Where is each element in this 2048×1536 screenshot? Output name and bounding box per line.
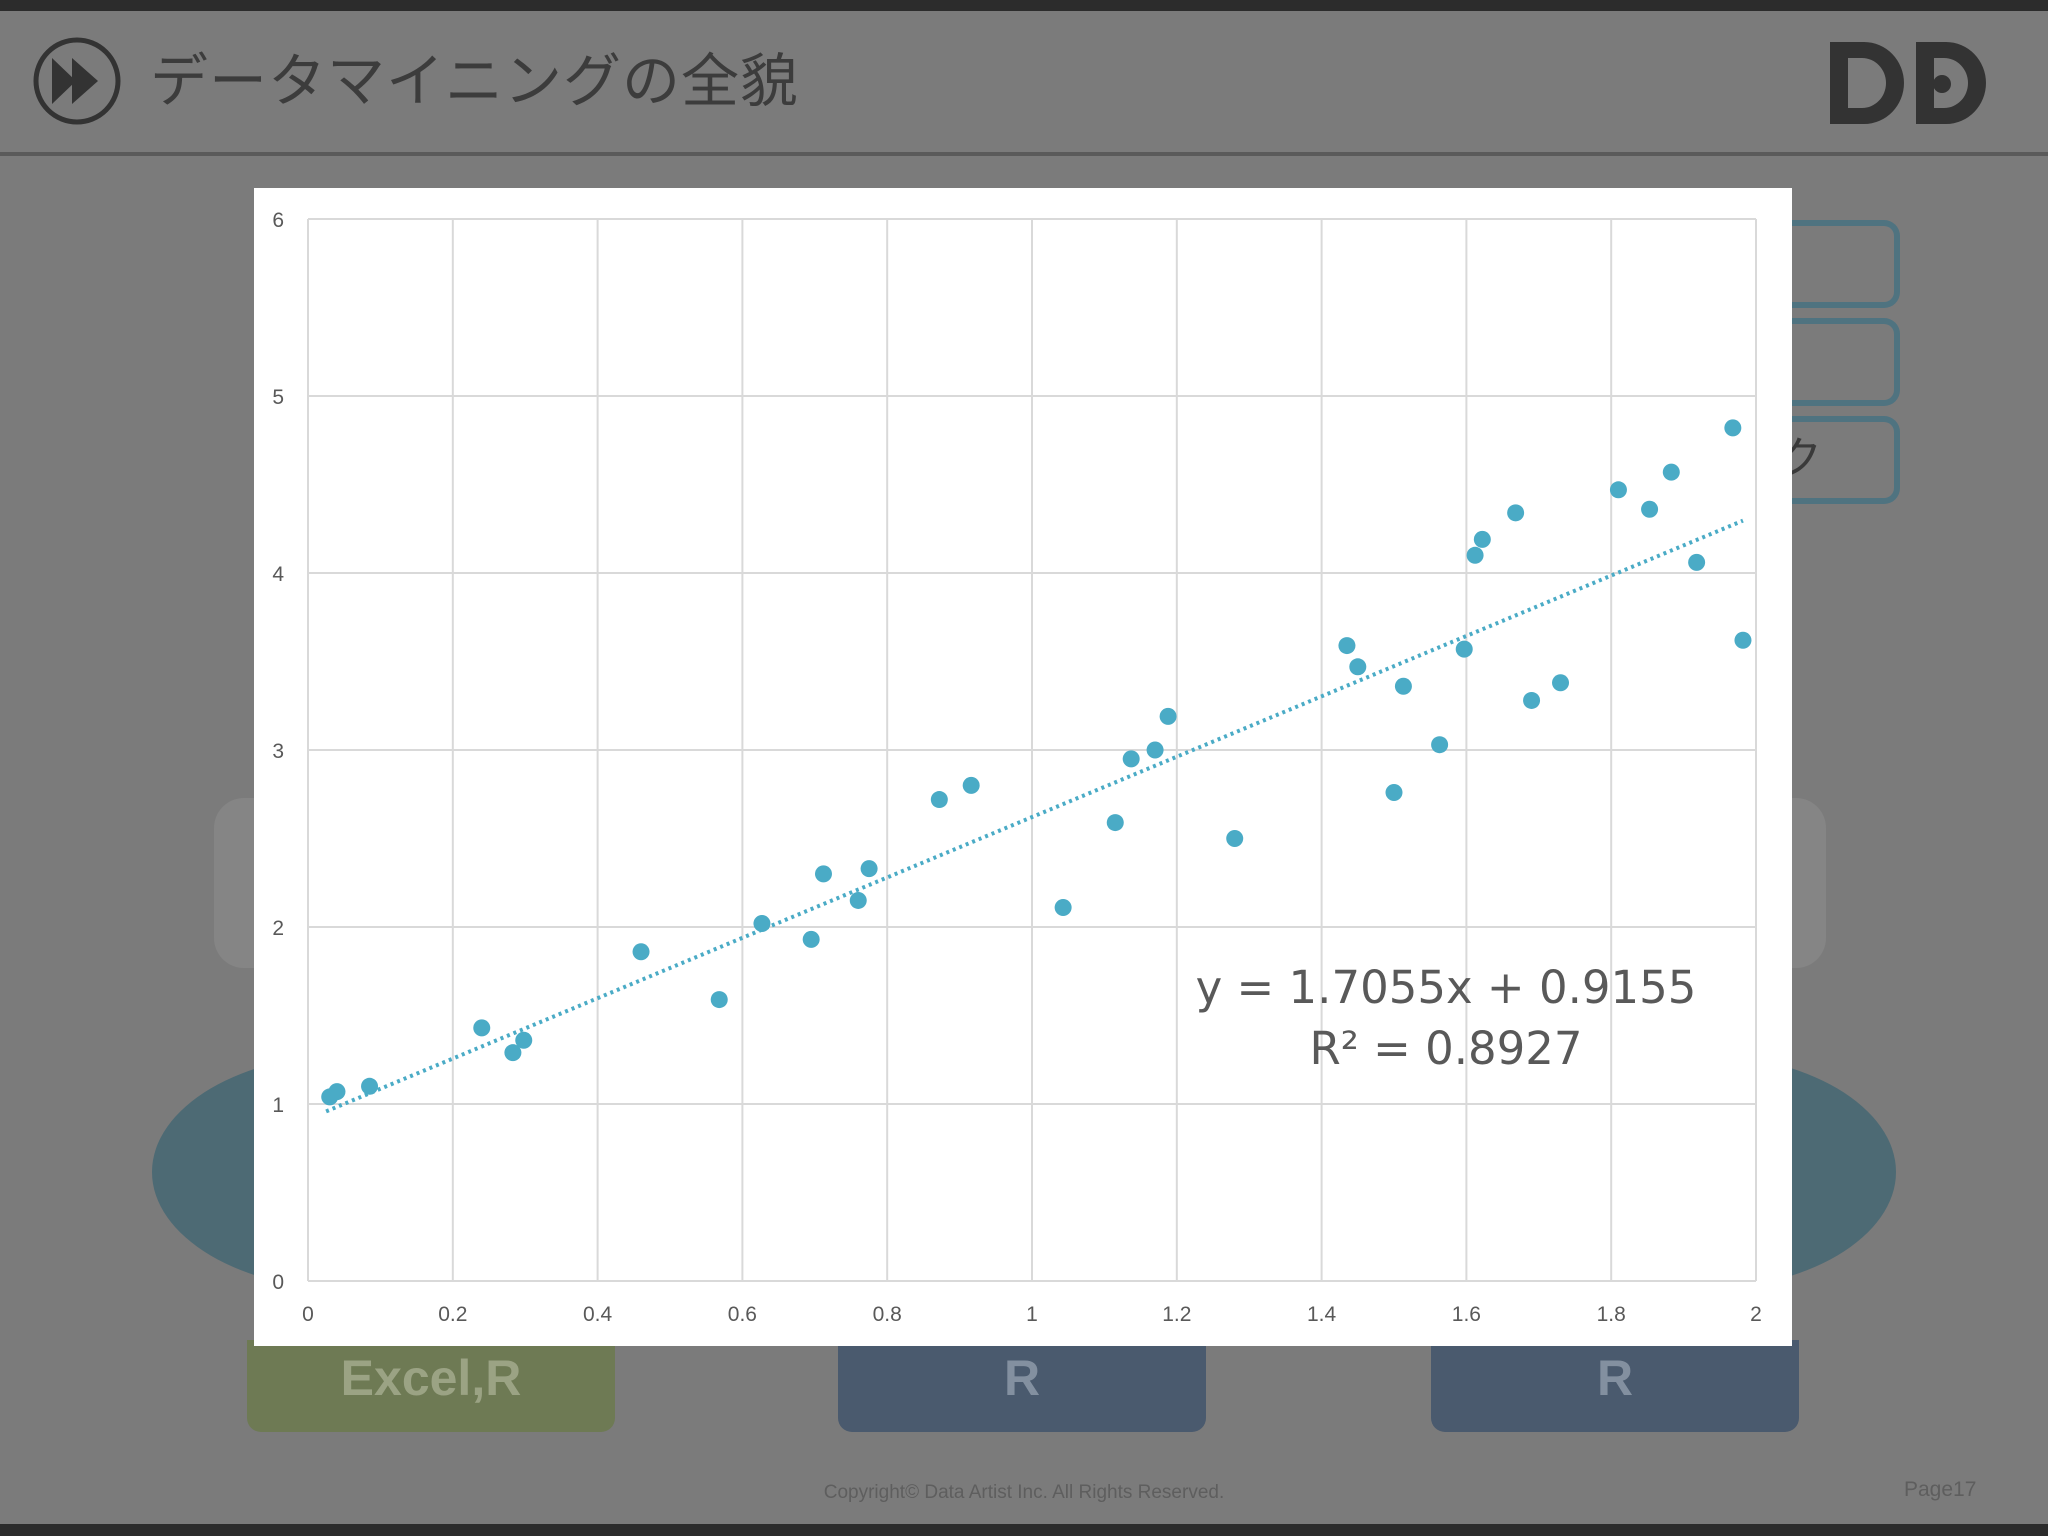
scatter-point [753,914,771,932]
side-box-3 [1760,416,1900,504]
x-tick-label: 2 [1750,1303,1762,1326]
scatter-chart: 0 0.2 0.4 0.6 0.8 1 1.2 1.4 1.6 1.8 2 0 1 2 3 4 5 6 y = 1… [272,209,1762,1326]
x-tick-label: 1 [1026,1303,1038,1326]
bottom-frame-bar [0,1524,2048,1536]
label-r-1-text: R [1003,1350,1041,1406]
scatter-point [328,1083,346,1101]
label-r-2-text: R [1596,1350,1634,1406]
label-r-2: R [1431,1340,1799,1432]
data-points [321,419,1752,1106]
scatter-point [1523,691,1541,709]
scatter-point [515,1031,533,1049]
scatter-point [860,860,878,878]
scatter-point [802,930,820,948]
copyright-text: Copyright© Data Artist Inc. All Rights R… [823,1482,1225,1503]
scatter-point [1226,830,1244,847]
company-logo [1830,42,1986,124]
scatter-point [962,776,980,794]
y-tick-label: 5 [272,386,284,409]
scatter-point [1455,640,1473,658]
x-tick-label: 1.2 [1162,1303,1191,1326]
grid-lines [307,218,1757,1282]
page-number: Page17 [1904,1478,1977,1501]
scatter-point [1734,631,1752,649]
trendline-r-squared: R² = 0.8927 [1309,1022,1582,1075]
scatter-point [1609,481,1627,499]
y-tick-label: 0 [272,1271,284,1294]
side-box-2 [1760,318,1900,406]
scatter-point [1641,500,1659,518]
x-tick-label: 1.6 [1452,1303,1481,1326]
scatter-point [849,891,867,909]
y-tick-label: 2 [272,917,284,940]
scatter-point [1552,674,1570,692]
y-tick-label: 4 [272,563,284,586]
scatter-point [1122,750,1140,768]
forward-arrow-icon [33,37,121,125]
trendline-equation: y = 1.7055x + 0.9155 [1196,961,1697,1014]
scatter-point [1431,736,1449,754]
scatter-point [1473,530,1491,548]
x-tick-label: 0.6 [728,1303,757,1326]
scatter-point [930,791,948,809]
scatter-point [1662,463,1680,481]
side-box-1 [1760,220,1900,308]
scatter-chart-panel: 0 0.2 0.4 0.6 0.8 1 1.2 1.4 1.6 1.8 2 0 1 2 3 4 5 6 y = 1… [254,188,1792,1346]
x-tick-label: 0.4 [583,1303,613,1326]
scatter-point [1507,504,1525,522]
scatter-point [1159,707,1177,725]
label-r-1: R [838,1340,1206,1432]
x-tick-label: 0.8 [873,1303,902,1326]
header-divider [0,152,2048,156]
x-tick-label: 1.8 [1597,1303,1626,1326]
label-excel-r: Excel,R [247,1340,615,1432]
scatter-point [1688,553,1706,571]
y-tick-label: 3 [272,740,284,763]
scatter-point [632,943,650,961]
x-tick-label: 0.2 [438,1303,467,1326]
scatter-point [1466,546,1484,564]
page-title: データマイニングの全貌 [150,47,800,115]
scatter-point [1338,637,1356,655]
scatter-point [1385,783,1403,801]
top-frame-bar [0,0,2048,11]
scatter-point [361,1077,379,1095]
x-tick-label: 1.4 [1307,1303,1337,1326]
y-tick-label: 1 [272,1094,284,1117]
scatter-point [1394,677,1412,695]
tick-labels: 0 0.2 0.4 0.6 0.8 1 1.2 1.4 1.6 1.8 2 0 1 2 3 4 5 6 [272,209,1762,1326]
scatter-point [1054,899,1072,917]
x-tick-label: 0 [302,1303,314,1326]
scatter-point [504,1044,522,1062]
scatter-point [710,991,728,1009]
scatter-point [1146,741,1164,759]
y-tick-label: 6 [272,209,284,232]
scatter-point [1349,658,1367,676]
scatter-point [1724,419,1742,437]
scatter-point [814,865,832,883]
label-excel-r-text: Excel,R [340,1350,522,1406]
scatter-point [473,1019,491,1037]
scatter-point [1106,814,1124,832]
